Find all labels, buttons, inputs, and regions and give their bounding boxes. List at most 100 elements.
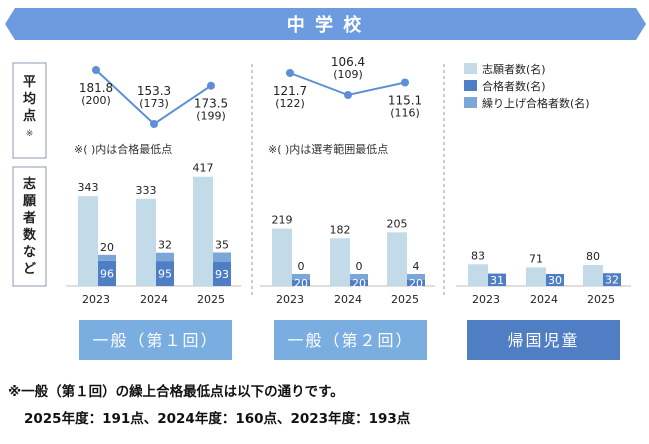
passed-bar — [292, 280, 310, 286]
applicants-label-char: ど — [23, 262, 36, 277]
score-min-label: (109) — [333, 68, 363, 81]
applicants-value: 182 — [330, 223, 351, 236]
category-button-label: 一般（第２回） — [287, 331, 413, 350]
category-button-label: 一般（第１回） — [92, 331, 218, 350]
page-title: 中 学 校 — [287, 14, 364, 36]
applicants-value: 205 — [387, 217, 408, 230]
passed-value: 20 — [409, 277, 423, 290]
score-note: ※( )内は選考範囲最低点 — [268, 142, 388, 156]
score-label-mark: ※ — [26, 129, 34, 139]
kuriage-value: 0 — [298, 260, 305, 273]
year-tick: 2025 — [391, 293, 419, 306]
score-label-char: 平 — [23, 75, 36, 90]
kuriage-bar — [213, 252, 231, 262]
applicants-label-box — [12, 166, 47, 287]
passed-bar — [488, 273, 506, 286]
applicants-value: 343 — [78, 181, 99, 194]
applicants-bar — [583, 265, 603, 286]
passed-value: 93 — [215, 268, 229, 281]
passed-value: 96 — [100, 267, 114, 280]
passed-bar — [98, 260, 116, 286]
kuriage-value: 4 — [413, 260, 420, 273]
kuriage-bar — [407, 274, 425, 280]
passed-bar — [213, 261, 231, 286]
score-label-char: 点 — [23, 108, 36, 124]
score-value: 121.7 — [273, 84, 307, 98]
applicants-bar — [193, 176, 213, 286]
year-tick: 2024 — [334, 293, 362, 306]
legend-label: 繰り上げ合格者数(名) — [482, 96, 590, 110]
year-tick: 2025 — [587, 293, 615, 306]
applicants-bar — [526, 267, 546, 286]
score-min-label: (122) — [275, 97, 305, 110]
legend-swatch — [464, 63, 477, 74]
score-point — [207, 81, 215, 90]
passed-value: 20 — [294, 277, 308, 290]
year-tick: 2023 — [276, 293, 304, 306]
applicants-value: 71 — [529, 252, 543, 265]
passed-bar — [350, 280, 368, 286]
applicants-value: 417 — [193, 162, 214, 175]
applicants-bar — [468, 264, 488, 286]
applicants-value: 219 — [272, 214, 293, 227]
kuriage-bar — [98, 254, 116, 261]
passed-value: 95 — [158, 268, 172, 281]
kuriage-value: 20 — [100, 241, 114, 254]
kuriage-bar — [156, 252, 174, 262]
legend-label: 合格者数(名) — [482, 79, 546, 93]
score-value: 173.5 — [194, 97, 228, 111]
kuriage-bar — [350, 274, 368, 280]
score-value: 106.4 — [331, 55, 365, 69]
legend-swatch — [464, 97, 477, 108]
year-tick: 2023 — [82, 293, 110, 306]
score-min-label: (200) — [81, 94, 111, 107]
applicants-label-char: 願 — [23, 194, 37, 209]
year-tick: 2024 — [140, 293, 168, 306]
applicants-label-char: 志 — [23, 176, 36, 192]
score-point — [92, 66, 100, 74]
applicants-value: 333 — [136, 184, 157, 197]
score-min-label: (116) — [390, 106, 420, 119]
footnote-line1: ※一般（第１回）の繰上合格最低点は以下の通りです。 — [8, 384, 344, 400]
score-min-label: (199) — [196, 110, 226, 123]
passed-value: 32 — [605, 274, 619, 287]
category-button — [274, 320, 427, 360]
score-point — [150, 120, 158, 128]
score-value: 153.3 — [137, 84, 171, 98]
score-note: ※( )内は合格最低点 — [74, 142, 172, 156]
category-button-label: 帰国児童 — [507, 331, 579, 350]
applicants-label-char: な — [23, 245, 36, 260]
year-tick: 2025 — [197, 293, 225, 306]
passed-bar — [156, 261, 174, 286]
score-min-label: (173) — [139, 97, 169, 110]
score-point — [344, 91, 352, 99]
applicants-bar — [78, 196, 98, 286]
year-tick: 2023 — [472, 293, 500, 306]
passed-value: 31 — [490, 274, 504, 287]
passed-value: 30 — [548, 274, 562, 287]
score-value: 181.8 — [79, 81, 113, 95]
category-button — [467, 320, 620, 360]
applicants-label-char: 数 — [23, 227, 37, 243]
score-label-char: 均 — [23, 91, 36, 107]
applicants-bar — [136, 198, 156, 286]
passed-value: 20 — [352, 277, 366, 290]
applicants-value: 83 — [471, 249, 485, 262]
score-point — [401, 78, 409, 87]
year-tick: 2024 — [530, 293, 558, 306]
legend-label: 志願者数(名) — [482, 62, 546, 76]
applicants-label-char: 者 — [22, 210, 36, 226]
kuriage-value: 0 — [356, 260, 363, 273]
applicants-bar — [387, 232, 407, 286]
passed-bar — [407, 280, 425, 286]
applicants-bar — [330, 238, 350, 286]
kuriage-bar — [292, 274, 310, 280]
legend-swatch — [464, 80, 477, 91]
kuriage-value: 32 — [158, 239, 172, 252]
kuriage-value: 35 — [215, 238, 229, 251]
category-button — [79, 320, 232, 360]
footnote-line2: 2025年度：191点、2024年度：160点、2023年度：193点 — [24, 411, 411, 427]
header-banner — [5, 8, 646, 40]
score-value: 115.1 — [388, 93, 422, 107]
